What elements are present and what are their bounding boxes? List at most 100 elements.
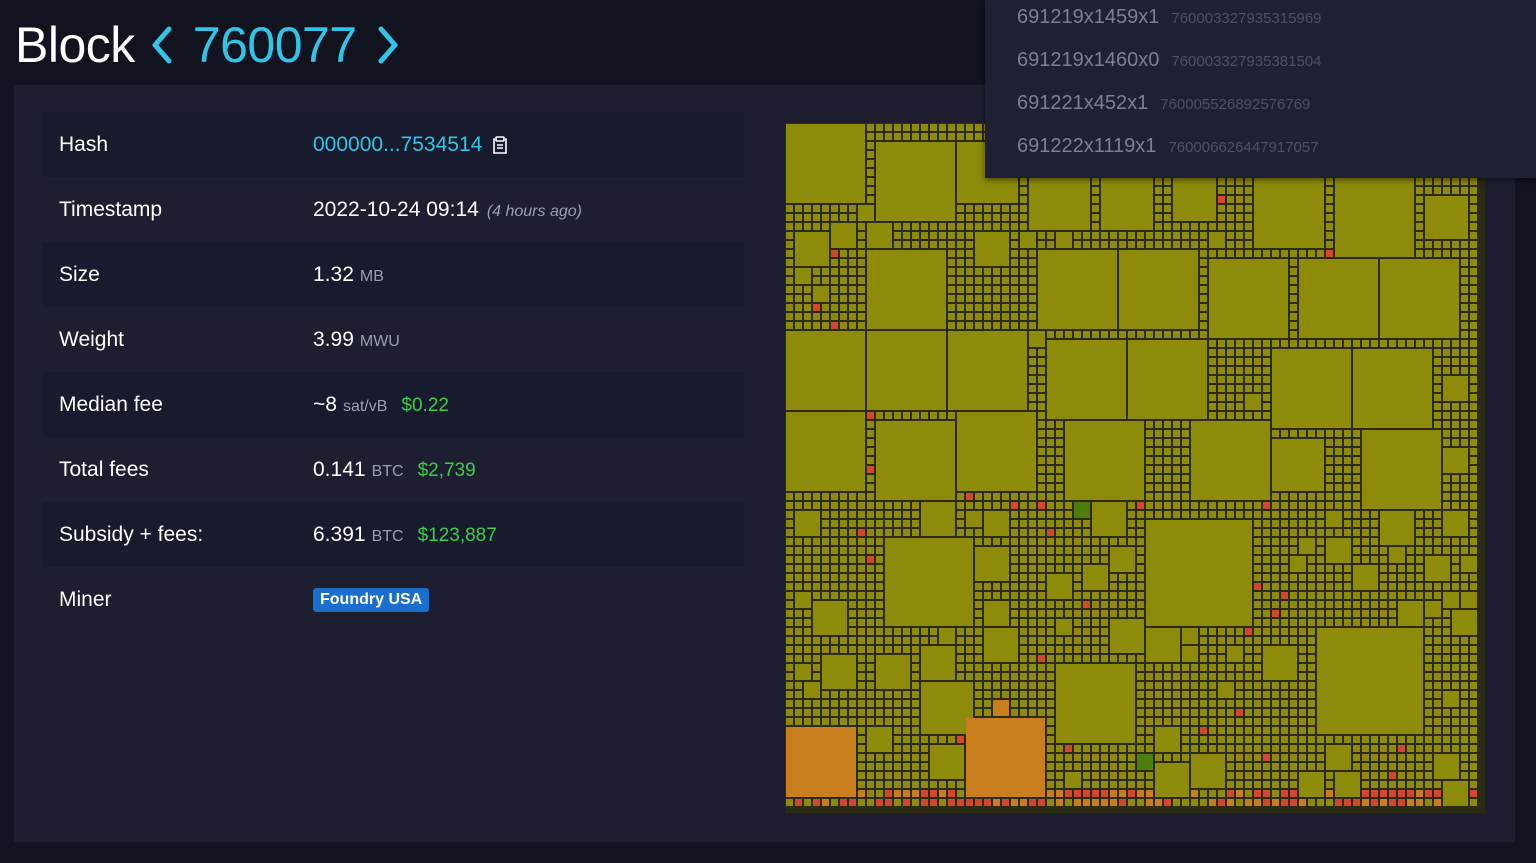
- transaction-tile[interactable]: [1065, 511, 1072, 518]
- transaction-tile[interactable]: [1020, 214, 1027, 221]
- transaction-tile[interactable]: [804, 205, 811, 212]
- transaction-tile[interactable]: [786, 331, 865, 410]
- transaction-tile[interactable]: [1236, 781, 1243, 788]
- transaction-tile[interactable]: [1353, 520, 1360, 527]
- transaction-tile[interactable]: [1227, 196, 1234, 203]
- transaction-tile[interactable]: [1470, 646, 1477, 653]
- transaction-tile[interactable]: [1074, 331, 1081, 338]
- transaction-tile[interactable]: [966, 502, 973, 509]
- transaction-tile[interactable]: [1002, 502, 1009, 509]
- transaction-tile[interactable]: [1074, 637, 1081, 644]
- transaction-tile[interactable]: [1353, 448, 1360, 455]
- transaction-tile[interactable]: [1308, 529, 1315, 536]
- transaction-tile[interactable]: [1011, 700, 1018, 707]
- transaction-tile[interactable]: [1101, 178, 1153, 230]
- transaction-tile[interactable]: [1425, 187, 1432, 194]
- transaction-tile[interactable]: [1380, 619, 1387, 626]
- transaction-tile[interactable]: [984, 286, 991, 293]
- transaction-tile[interactable]: [840, 493, 847, 500]
- transaction-tile[interactable]: [1065, 754, 1072, 761]
- transaction-tile[interactable]: [1020, 700, 1027, 707]
- transaction-tile[interactable]: [1074, 655, 1081, 662]
- transaction-tile[interactable]: [849, 502, 856, 509]
- transaction-tile[interactable]: [1461, 241, 1468, 248]
- transaction-tile[interactable]: [1389, 592, 1396, 599]
- transaction-tile[interactable]: [939, 241, 946, 248]
- transaction-tile[interactable]: [786, 700, 793, 707]
- transaction-tile[interactable]: [1461, 583, 1468, 590]
- transaction-tile[interactable]: [1443, 502, 1450, 509]
- transaction-tile[interactable]: [1236, 700, 1243, 707]
- transaction-tile[interactable]: [786, 592, 793, 599]
- transaction-tile[interactable]: [1344, 502, 1351, 509]
- transaction-tile[interactable]: [1146, 232, 1153, 239]
- transaction-tile[interactable]: [1146, 628, 1180, 662]
- transaction-tile[interactable]: [1038, 682, 1045, 689]
- transaction-tile[interactable]: [1344, 493, 1351, 500]
- transaction-tile[interactable]: [1281, 790, 1288, 797]
- transaction-tile[interactable]: [786, 583, 793, 590]
- transaction-tile[interactable]: [1425, 799, 1432, 806]
- transaction-tile[interactable]: [1128, 574, 1135, 581]
- transaction-tile[interactable]: [1227, 763, 1234, 770]
- transaction-tile[interactable]: [1191, 799, 1198, 806]
- treemap-canvas[interactable]: [785, 123, 1485, 813]
- transaction-tile[interactable]: [912, 124, 919, 131]
- transaction-tile[interactable]: [894, 736, 901, 743]
- transaction-tile[interactable]: [921, 502, 955, 536]
- transaction-tile[interactable]: [1047, 772, 1054, 779]
- transaction-tile[interactable]: [1326, 223, 1333, 230]
- transaction-tile[interactable]: [1344, 583, 1351, 590]
- transaction-tile[interactable]: [1101, 538, 1108, 545]
- transaction-tile[interactable]: [1326, 484, 1333, 491]
- transaction-tile[interactable]: [1137, 565, 1144, 572]
- transaction-tile[interactable]: [1065, 565, 1072, 572]
- transaction-tile[interactable]: [1038, 628, 1045, 635]
- transaction-tile[interactable]: [1425, 772, 1432, 779]
- transaction-tile[interactable]: [1002, 682, 1009, 689]
- transaction-tile[interactable]: [1416, 250, 1423, 257]
- transaction-tile[interactable]: [1461, 709, 1468, 716]
- transaction-tile[interactable]: [1092, 331, 1099, 338]
- transaction-tile[interactable]: [876, 691, 883, 698]
- transaction-tile[interactable]: [1200, 736, 1207, 743]
- transaction-tile[interactable]: [1236, 772, 1243, 779]
- transaction-tile[interactable]: [804, 682, 820, 698]
- transaction-tile[interactable]: [1065, 763, 1072, 770]
- transaction-tile[interactable]: [1362, 430, 1441, 509]
- transaction-tile[interactable]: [1083, 646, 1090, 653]
- transaction-tile[interactable]: [1029, 385, 1036, 392]
- transaction-tile[interactable]: [1038, 520, 1045, 527]
- transaction-tile[interactable]: [975, 538, 982, 545]
- transaction-tile[interactable]: [1290, 754, 1297, 761]
- transaction-tile[interactable]: [795, 628, 802, 635]
- transaction-tile[interactable]: [1425, 691, 1432, 698]
- transaction-tile[interactable]: [840, 538, 847, 545]
- transaction-tile[interactable]: [795, 583, 802, 590]
- transaction-tile[interactable]: [849, 250, 856, 257]
- transaction-tile[interactable]: [1470, 484, 1477, 491]
- transaction-tile[interactable]: [1182, 448, 1189, 455]
- transaction-tile[interactable]: [1380, 556, 1387, 563]
- transaction-tile[interactable]: [1299, 538, 1315, 554]
- transaction-tile[interactable]: [1056, 493, 1063, 500]
- transaction-tile[interactable]: [966, 124, 973, 131]
- transaction-tile[interactable]: [822, 709, 829, 716]
- transaction-tile[interactable]: [1227, 628, 1234, 635]
- transaction-tile[interactable]: [1389, 781, 1396, 788]
- miner-badge[interactable]: Foundry USA: [313, 587, 430, 612]
- transaction-tile[interactable]: [1173, 430, 1180, 437]
- transaction-tile[interactable]: [1308, 250, 1315, 257]
- transaction-tile[interactable]: [1326, 790, 1333, 797]
- transaction-tile[interactable]: [1344, 448, 1351, 455]
- transaction-tile[interactable]: [1038, 592, 1045, 599]
- transaction-tile[interactable]: [1155, 484, 1162, 491]
- transaction-tile[interactable]: [1182, 691, 1189, 698]
- transaction-tile[interactable]: [831, 718, 838, 725]
- transaction-tile[interactable]: [1056, 520, 1063, 527]
- transaction-tile[interactable]: [1425, 781, 1432, 788]
- transaction-tile[interactable]: [1164, 502, 1171, 509]
- transaction-tile[interactable]: [876, 520, 883, 527]
- transaction-tile[interactable]: [840, 556, 847, 563]
- transaction-tile[interactable]: [903, 412, 910, 419]
